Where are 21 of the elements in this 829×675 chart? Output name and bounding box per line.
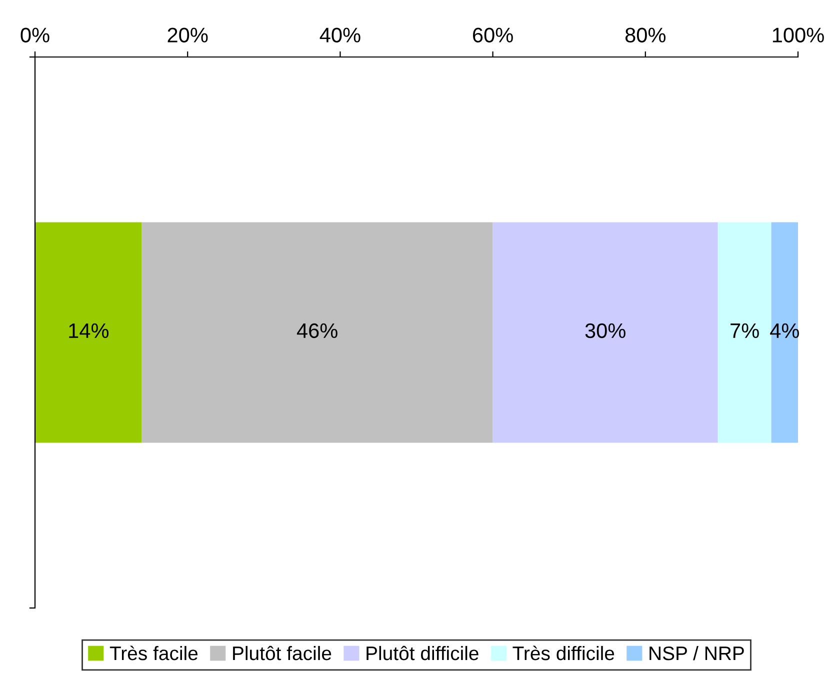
data-label: 7% — [730, 323, 759, 338]
bar — [771, 222, 798, 443]
data-label: 4% — [770, 323, 799, 338]
x-tick-label: 80% — [625, 28, 666, 42]
x-tick-label: 40% — [320, 28, 360, 42]
data-label: 30% — [585, 323, 626, 338]
x-tick-label: 60% — [473, 28, 513, 42]
legend-label: Plutôt difficile — [366, 646, 478, 660]
data-label: 46% — [296, 323, 338, 338]
legend-label: NSP / NRP — [650, 646, 744, 660]
x-tick-label: 20% — [168, 28, 208, 42]
legend-label: Plutôt facile — [233, 646, 332, 660]
x-tick-label: 0% — [20, 28, 50, 42]
bar — [35, 222, 142, 443]
bar — [718, 222, 772, 443]
data-label: 14% — [69, 323, 109, 338]
bar — [142, 222, 493, 443]
legend-label: Très difficile — [512, 646, 614, 660]
x-tick-label: 100% — [772, 28, 824, 42]
legend-label: Très facile — [110, 646, 198, 660]
bar — [492, 222, 718, 443]
